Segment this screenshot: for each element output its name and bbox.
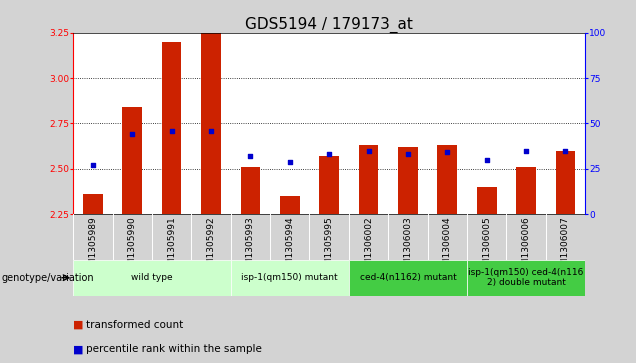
Bar — [162, 42, 181, 214]
Text: GSM1306003: GSM1306003 — [403, 216, 412, 277]
Bar — [398, 147, 418, 214]
Point — [206, 128, 216, 134]
Point — [88, 162, 98, 168]
Text: GSM1306005: GSM1306005 — [482, 216, 491, 277]
Text: GSM1305994: GSM1305994 — [286, 216, 294, 277]
Point — [403, 151, 413, 157]
Bar — [467, 260, 585, 296]
Point — [481, 157, 492, 163]
Bar — [438, 145, 457, 214]
Bar — [359, 145, 378, 214]
Bar — [201, 33, 221, 214]
Point — [442, 150, 452, 155]
Point — [363, 148, 373, 154]
Text: GSM1306007: GSM1306007 — [561, 216, 570, 277]
Text: GSM1306002: GSM1306002 — [364, 216, 373, 277]
Point — [560, 148, 570, 154]
Bar — [516, 167, 536, 214]
Text: transformed count: transformed count — [86, 320, 183, 330]
Text: isp-1(qm150) ced-4(n116
2) double mutant: isp-1(qm150) ced-4(n116 2) double mutant — [468, 268, 584, 287]
Point — [245, 153, 256, 159]
Text: ■: ■ — [73, 320, 84, 330]
Text: ced-4(n1162) mutant: ced-4(n1162) mutant — [359, 273, 456, 282]
Bar — [73, 260, 231, 296]
Text: GSM1305993: GSM1305993 — [246, 216, 255, 277]
Text: GSM1305990: GSM1305990 — [128, 216, 137, 277]
Bar — [349, 260, 467, 296]
Text: genotype/variation: genotype/variation — [1, 273, 94, 283]
Point — [127, 131, 137, 137]
Text: GSM1305995: GSM1305995 — [324, 216, 334, 277]
Text: isp-1(qm150) mutant: isp-1(qm150) mutant — [242, 273, 338, 282]
Bar — [477, 187, 497, 214]
Bar — [556, 151, 576, 214]
Title: GDS5194 / 179173_at: GDS5194 / 179173_at — [245, 16, 413, 33]
Bar — [231, 260, 349, 296]
Bar — [319, 156, 339, 214]
Point — [521, 148, 531, 154]
Text: GSM1305992: GSM1305992 — [207, 216, 216, 277]
Bar — [122, 107, 142, 214]
Text: wild type: wild type — [131, 273, 173, 282]
Point — [167, 128, 177, 134]
Text: GSM1305989: GSM1305989 — [88, 216, 97, 277]
Bar — [240, 167, 260, 214]
Bar — [83, 194, 102, 214]
Point — [324, 151, 335, 157]
Text: ■: ■ — [73, 344, 84, 354]
Text: GSM1306004: GSM1306004 — [443, 216, 452, 277]
Text: GSM1305991: GSM1305991 — [167, 216, 176, 277]
Text: percentile rank within the sample: percentile rank within the sample — [86, 344, 262, 354]
Point — [285, 159, 295, 164]
Text: GSM1306006: GSM1306006 — [522, 216, 530, 277]
Bar — [280, 196, 300, 214]
